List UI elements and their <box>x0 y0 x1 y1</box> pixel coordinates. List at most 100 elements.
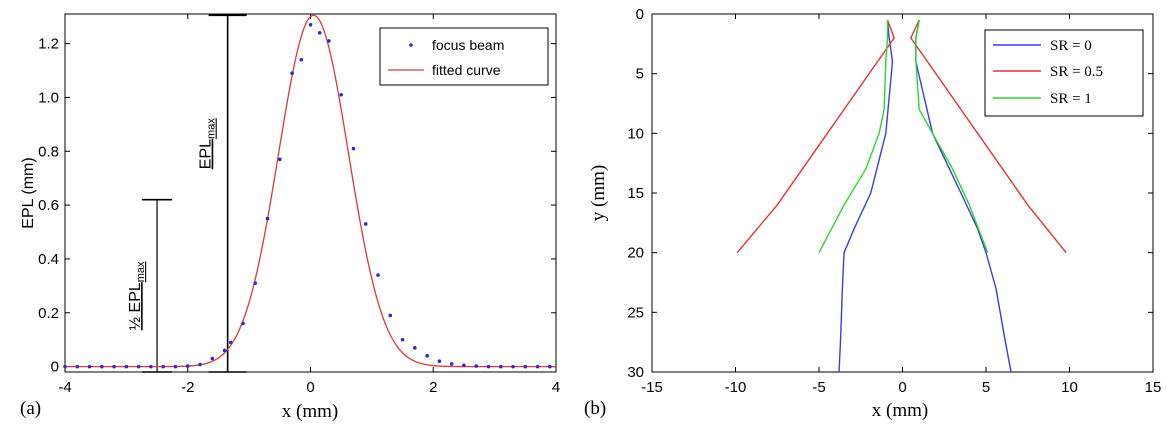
series-focus-beam-point <box>498 364 503 369</box>
series-focus-beam-point <box>63 364 67 369</box>
panel-b-y-ticks: 0 5 10 15 20 25 30 <box>627 6 1153 381</box>
annotation-epl-max-label: ½ EPLmax <box>127 261 147 330</box>
series-focus-beam-point <box>486 364 491 369</box>
panel-b-x-ticks: -15 -10 -5 0 5 10 15 <box>641 14 1161 396</box>
series-sr-1-left-line <box>818 19 889 253</box>
annotation-epl-max-label-sub: max <box>206 118 218 139</box>
legend-label-focus-beam: focus beam <box>432 37 504 53</box>
series-focus-beam-point <box>265 216 270 221</box>
panel-b-y-tick-label: 5 <box>636 66 644 83</box>
panel-b-y-tick-label: 20 <box>627 245 644 262</box>
panel-b-y-tick-label: 15 <box>627 185 644 202</box>
series-focus-beam-point <box>241 321 245 326</box>
panel-b-y-tick-label: 25 <box>627 304 644 321</box>
series-focus-beam-point <box>449 362 454 366</box>
panel-b-x-tick-label: 0 <box>898 379 906 396</box>
series-focus-beam-point <box>228 340 233 345</box>
series-focus-beam-point <box>474 364 479 368</box>
series-focus-beam-point <box>388 313 393 318</box>
series-focus-beam-point <box>278 157 282 162</box>
series-sr-0-5-left-line <box>736 19 895 254</box>
series-focus-beam-point <box>299 57 304 62</box>
panel-a-y-tick-label: 0.6 <box>38 197 59 214</box>
annotation-epl-max-label-sub: max <box>135 261 147 282</box>
series-focus-beam-point <box>222 348 227 353</box>
series-focus-beam-point <box>400 337 405 342</box>
series-focus-beam-point <box>462 363 466 368</box>
series-focus-beam-point <box>87 364 92 369</box>
panel-b-x-tick-label: -15 <box>641 379 663 396</box>
series-focus-beam-point <box>327 39 331 43</box>
panel-b-x-axis-label: x (mm) <box>872 400 928 421</box>
series-focus-beam-point <box>290 71 294 76</box>
series-focus-beam-point <box>425 354 429 358</box>
panel-a-y-tick-label: 0.2 <box>38 305 59 322</box>
series-focus-beam-point <box>339 92 343 97</box>
annotation-epl-max-label-main: EPL <box>198 139 215 169</box>
legend-label-sr-0: SR = 0 <box>1050 38 1092 54</box>
panel-a-y-ticks: 0 0.2 0.4 0.6 0.8 1.0 1.2 <box>38 36 556 376</box>
panel-b-y-axis-label: y (mm) <box>588 165 609 221</box>
series-focus-beam-point <box>413 345 417 350</box>
series-sr-0-5-right-line <box>910 19 1067 254</box>
panel-a-x-ticks: -4 -2 0 2 4 <box>58 14 560 396</box>
panel-a-y-tick-label: 0 <box>51 359 59 376</box>
panel-b-x-tick-label: 5 <box>982 379 990 396</box>
series-focus-beam-point <box>210 356 215 361</box>
panel-b-legend: SR = 0 SR = 0.5 SR = 1 <box>984 29 1144 117</box>
panel-a-y-tick-label: 1.2 <box>38 36 59 53</box>
panel-b-x-tick-label: 10 <box>1061 379 1078 396</box>
series-focus-beam-point <box>376 273 380 277</box>
series-focus-beam-point <box>75 364 80 369</box>
panel-b-x-tick-label: -5 <box>812 379 825 396</box>
legend-label-sr-0-5: SR = 0.5 <box>1050 64 1103 80</box>
panel-a-y-axis-label: EPL (mm) <box>20 157 37 228</box>
panel-a-y-tick-label: 0.4 <box>38 251 59 268</box>
series-sr-1-right-line <box>915 19 989 253</box>
series-focus-beam-point <box>317 31 322 35</box>
panel-b-series <box>736 19 1067 373</box>
series-focus-beam-point <box>149 364 153 369</box>
annotation-epl-max-label: EPLmax <box>198 118 218 170</box>
series-sr-0-left-line <box>838 19 894 373</box>
series-focus-beam-point <box>185 364 190 368</box>
panel-a-x-tick-label: 4 <box>552 379 560 396</box>
series-focus-beam-point <box>124 364 129 369</box>
panel-a-x-axis-label: x (mm) <box>282 401 338 422</box>
series-focus-beam-point <box>253 281 258 285</box>
series-focus-beam-point <box>437 359 442 364</box>
series-focus-beam-point <box>173 364 178 369</box>
series-focus-beam-point <box>308 22 313 27</box>
series-focus-beam-point <box>100 364 104 369</box>
panel-b: 0 5 10 15 20 25 30 -15 -10 -5 0 5 10 15 SR = 0 SR = … <box>584 6 1161 421</box>
legend-label-fitted-curve: fitted curve <box>432 62 501 78</box>
panel-b-x-tick-label: -10 <box>725 379 747 396</box>
series-focus-beam-point <box>136 364 141 369</box>
series-focus-beam-point <box>548 364 552 369</box>
annotation-epl-max-label-main: ½ EPL <box>127 282 144 330</box>
panel-a-y-tick-label: 0.8 <box>38 143 59 160</box>
panel-b-y-tick-label: 10 <box>627 125 644 142</box>
panel-a-x-tick-label: 2 <box>429 379 437 396</box>
panel-a-y-tick-label: 1.0 <box>38 89 59 106</box>
panel-a-x-tick-label: 0 <box>306 379 314 396</box>
series-fitted-curve-line <box>65 14 556 368</box>
panel-b-x-tick-label: 15 <box>1145 379 1162 396</box>
panel-b-label: (b) <box>584 398 606 419</box>
panel-a-series <box>63 14 556 369</box>
series-focus-beam-point <box>161 364 165 369</box>
panel-b-y-tick-label: 0 <box>636 6 644 23</box>
legend-dot-focus-beam <box>409 43 413 47</box>
panel-a-legend: focus beam fitted curve <box>379 27 549 86</box>
series-focus-beam-point <box>198 362 202 367</box>
panel-a-x-tick-label: -2 <box>181 379 194 396</box>
panel-a-x-tick-label: -4 <box>58 379 71 396</box>
panel-a-legend-box <box>379 27 549 86</box>
series-focus-beam-point <box>363 222 368 226</box>
legend-label-sr-1: SR = 1 <box>1050 91 1092 107</box>
series-focus-beam-point <box>535 364 540 369</box>
panel-b-y-tick-label: 30 <box>627 364 644 381</box>
series-focus-beam-point <box>351 146 356 151</box>
